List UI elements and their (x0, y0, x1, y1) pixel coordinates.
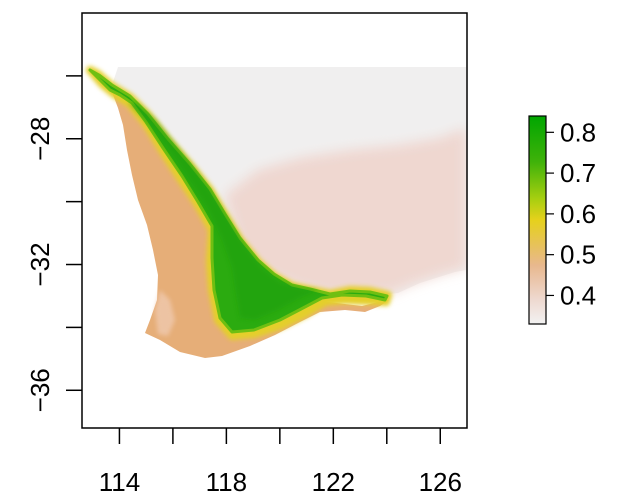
high-core-streak (128, 102, 318, 320)
legend-label: 0.6 (560, 199, 596, 229)
y-tick-label: −36 (25, 368, 55, 412)
legend-label: 0.4 (560, 280, 596, 310)
x-axis: 114 118 122 126 (99, 428, 462, 497)
x-tick-label: 126 (419, 467, 462, 497)
legend-label: 0.8 (560, 117, 596, 147)
legend-colorbar (528, 115, 547, 325)
y-axis: −28 −32 −36 (25, 75, 82, 412)
interior-pink-region (225, 128, 466, 296)
legend: 0.8 0.7 0.6 0.5 0.4 (528, 115, 596, 325)
y-tick-label: −28 (25, 117, 55, 161)
coastal-orange-region (88, 70, 389, 358)
y-tick-label: −32 (25, 242, 55, 286)
x-tick-label: 114 (99, 467, 140, 497)
legend-label: 0.5 (560, 240, 596, 270)
x-tick-label: 122 (312, 467, 355, 497)
legend-label: 0.7 (560, 158, 596, 188)
x-tick-label: 118 (206, 467, 247, 497)
plot-frame (81, 12, 468, 429)
suitability-raster (86, 66, 466, 358)
cape-light-patch (155, 290, 175, 336)
